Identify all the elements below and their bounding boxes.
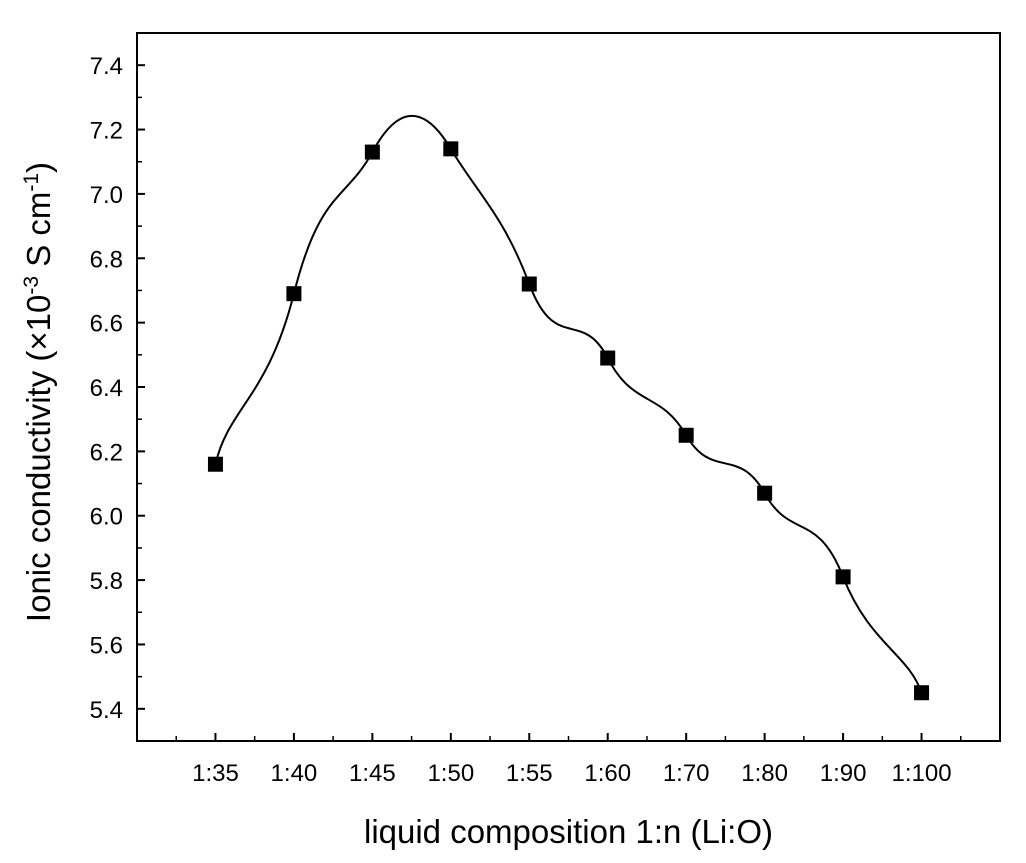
x-axis-title: liquid composition 1:n (Li:O) — [364, 813, 773, 850]
data-point-marker — [286, 286, 302, 302]
x-tick-label: 1:35 — [192, 760, 239, 787]
x-tick-label: 1:60 — [584, 760, 631, 787]
data-point-marker — [600, 350, 616, 366]
x-tick-label: 1:70 — [663, 760, 710, 787]
data-point-marker — [757, 485, 773, 501]
data-point-marker — [835, 569, 851, 585]
y-tick-label: 6.6 — [90, 311, 123, 338]
series-curve — [214, 114, 923, 694]
data-point-marker — [521, 276, 537, 292]
x-tick-label: 1:100 — [892, 760, 952, 787]
y-tick-label: 6.8 — [90, 246, 123, 273]
y-tick-label: 6.2 — [90, 439, 123, 466]
x-tick-label: 1:45 — [349, 760, 396, 787]
x-tick-label: 1:80 — [741, 760, 788, 787]
y-tick-label: 5.6 — [90, 632, 123, 659]
data-markers — [207, 141, 930, 701]
y-axis-title-exponent-1: -3 — [20, 276, 43, 295]
y-tick-label: 7.2 — [90, 118, 123, 145]
y-axis-title-unit: S cm — [20, 192, 57, 276]
data-point-marker — [207, 456, 223, 472]
y-tick-label: 5.8 — [90, 568, 123, 595]
y-tick-label: 5.4 — [90, 697, 123, 724]
y-axis-title-end: ) — [20, 162, 57, 173]
x-tick-label: 1:50 — [427, 760, 474, 787]
y-tick-label: 6.0 — [90, 504, 123, 531]
x-tick-label: 1:90 — [820, 760, 867, 787]
y-axis-ticks: 5.4 5.6 5.8 6.0 6.2 6.4 6.6 6.8 7.0 7.2 7.4 — [90, 53, 145, 742]
x-tick-label: 1:55 — [506, 760, 553, 787]
y-tick-label: 7.4 — [90, 53, 123, 80]
x-tick-label: 1:40 — [271, 760, 318, 787]
y-tick-label: 6.4 — [90, 375, 123, 402]
x-axis-ticks: 1:35 1:40 1:45 1:50 1:55 1:60 1:70 1:80 1:90 1:10… — [175, 733, 962, 787]
y-axis-title-exponent-2: -1 — [20, 173, 43, 192]
y-axis-title-main: Ionic conductivity (×10 — [20, 295, 57, 622]
data-point-marker — [914, 685, 930, 701]
y-tick-label: 7.0 — [90, 182, 123, 209]
data-point-marker — [443, 141, 459, 157]
data-point-marker — [678, 427, 694, 443]
data-point-marker — [364, 144, 380, 160]
y-axis-title: Ionic conductivity (×10-3 S cm-1) — [20, 162, 57, 622]
